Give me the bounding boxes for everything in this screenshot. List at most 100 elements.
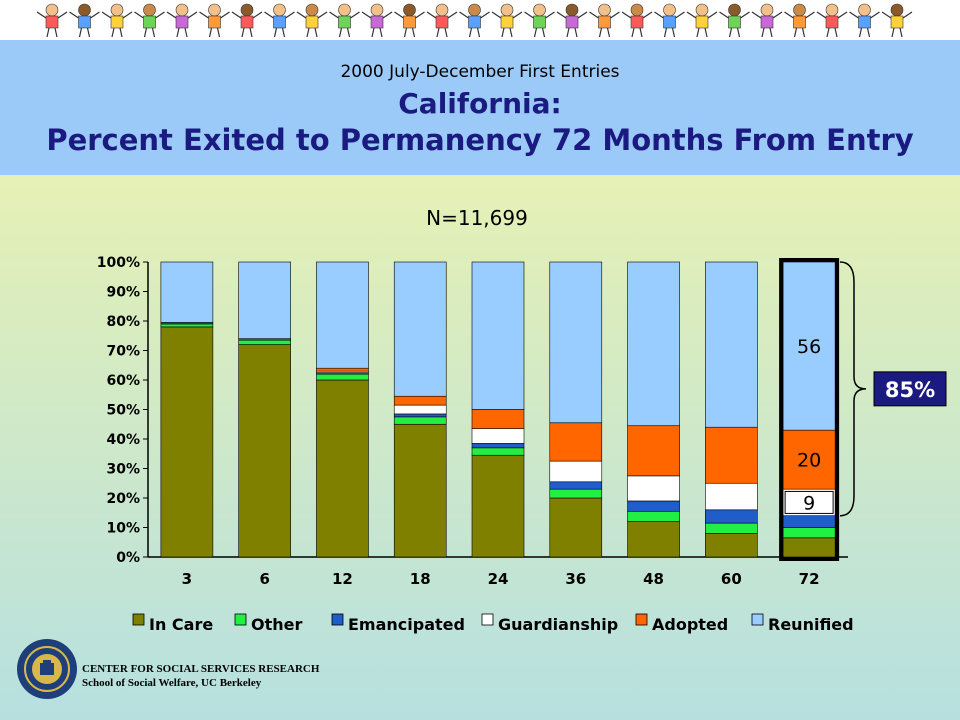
bar-segment-other — [782, 527, 836, 539]
child-leg — [606, 27, 611, 38]
child-leg — [826, 27, 830, 38]
child-leg — [769, 27, 773, 38]
bar-segment-other — [316, 373, 369, 381]
annotation-label: 85% — [885, 378, 935, 402]
child-leg — [663, 27, 668, 38]
child-arm — [415, 11, 425, 19]
child-leg — [281, 27, 286, 38]
child-leg — [541, 27, 546, 38]
child-arm — [740, 11, 750, 19]
child-leg — [216, 27, 221, 38]
bar-segment-reunified — [160, 261, 214, 323]
child-arm — [707, 11, 718, 19]
children-banner-art — [36, 3, 913, 38]
child-body — [663, 15, 676, 29]
data-label: 20 — [797, 450, 821, 472]
child-leg — [696, 27, 700, 38]
child-leg — [111, 27, 115, 38]
bar-segment-guardianship — [471, 428, 525, 444]
bar-segment-other — [705, 522, 758, 534]
bar-segment-in-care — [160, 326, 214, 558]
child-arm — [382, 11, 393, 19]
uc-seal-icon — [17, 639, 77, 699]
bar-segment-adopted — [705, 426, 758, 484]
bar-segment-adopted — [782, 429, 836, 490]
child-arm — [90, 11, 100, 19]
child-leg — [273, 27, 278, 38]
child-figure-icon — [69, 3, 100, 38]
child-leg — [891, 27, 895, 38]
child-leg — [208, 27, 213, 38]
child-arm — [252, 11, 263, 19]
legend-label: Reunified — [768, 615, 854, 634]
child-body — [435, 15, 449, 29]
child-body — [175, 15, 189, 29]
bar-segment-reunified — [782, 261, 836, 431]
child-figure-icon — [329, 3, 360, 38]
child-figure-icon — [621, 3, 653, 38]
legend-label: Other — [251, 615, 302, 634]
child-leg — [176, 27, 180, 38]
child-arm — [329, 11, 339, 19]
y-tick-label: 100% — [97, 255, 140, 271]
bar-segment-emancipated — [393, 413, 447, 418]
child-leg — [501, 27, 505, 38]
child-leg — [338, 27, 343, 38]
child-body — [110, 15, 124, 29]
child-leg — [184, 27, 188, 38]
child-arm — [816, 11, 827, 19]
bar-segment-other — [627, 510, 680, 522]
slide-subtitle: 2000 July-December First Entries — [340, 62, 620, 82]
child-body — [273, 15, 286, 29]
child-arm — [459, 11, 469, 19]
child-body — [143, 15, 156, 29]
child-arm — [556, 11, 567, 19]
bar-segment-guardianship — [393, 404, 447, 415]
child-leg — [639, 27, 643, 38]
bar-segment-reunified — [471, 261, 525, 410]
child-leg — [314, 27, 318, 38]
footer: CENTER FOR SOCIAL SERVICES RESEARCH Scho… — [82, 662, 319, 690]
child-figure-icon — [816, 3, 848, 38]
child-figure-icon — [654, 3, 685, 38]
child-arm — [166, 11, 177, 19]
child-leg — [371, 27, 375, 38]
y-tick-label: 90% — [106, 285, 140, 301]
legend-label: Emancipated — [348, 615, 465, 634]
child-body — [468, 15, 481, 29]
child-figure-icon — [426, 3, 458, 38]
child-leg — [736, 27, 741, 38]
child-arm — [545, 11, 555, 19]
child-body — [598, 15, 611, 29]
child-leg — [899, 27, 903, 38]
bar-segment-reunified — [316, 261, 369, 369]
child-arm — [101, 11, 112, 19]
child-figure-icon — [556, 3, 588, 38]
child-arm — [621, 11, 632, 19]
bar-segment-reunified — [549, 261, 603, 424]
y-tick-label: 80% — [106, 314, 140, 330]
child-leg — [858, 27, 863, 38]
bracket-brace — [839, 261, 867, 517]
child-arm — [426, 11, 437, 19]
child-leg — [468, 27, 473, 38]
child-arm — [577, 11, 588, 19]
data-label: 9 — [803, 492, 815, 514]
child-arm — [881, 11, 892, 19]
child-leg — [379, 27, 383, 38]
child-arm — [122, 11, 133, 19]
bar-segment-adopted — [471, 409, 525, 429]
bar-segment-guardianship — [705, 482, 758, 511]
slide-title-line1: California: — [398, 87, 562, 120]
child-figure-icon — [394, 3, 425, 38]
child-figure-icon — [296, 3, 328, 38]
child-leg — [444, 27, 448, 38]
x-tick-label: 72 — [799, 570, 820, 588]
bar-segment-emancipated — [705, 509, 758, 524]
child-arm — [751, 11, 762, 19]
child-body — [45, 15, 59, 29]
x-tick-label: 6 — [259, 570, 269, 588]
child-figure-icon — [491, 3, 523, 38]
bar-segment-reunified — [393, 261, 447, 397]
